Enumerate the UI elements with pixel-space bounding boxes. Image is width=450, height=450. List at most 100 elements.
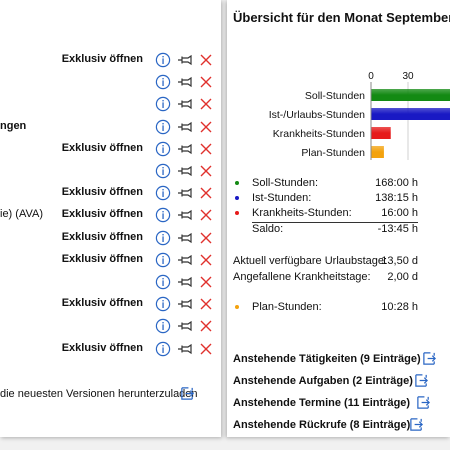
open-exclusive-link[interactable]: Exklusiv öffnen xyxy=(61,341,143,354)
pin-icon[interactable] xyxy=(177,119,193,135)
document-row: ngen xyxy=(0,116,221,138)
document-name: ngen xyxy=(0,119,27,132)
open-exclusive-link[interactable]: Exklusiv öffnen xyxy=(61,208,143,221)
soll-legend-dot xyxy=(235,181,239,185)
pin-icon[interactable] xyxy=(177,163,193,179)
category-label: Ist-/Urlaubs-Stunden xyxy=(269,109,365,121)
document-row xyxy=(0,271,221,293)
vacation-days-row: Aktuell verfügbare Urlaubstage: 13,50 d xyxy=(227,254,450,270)
pending-label[interactable]: Anstehende Tätigkeiten (9 Einträge) xyxy=(233,353,421,365)
document-row xyxy=(0,71,221,93)
document-row: Exklusiv öffnen xyxy=(0,49,221,71)
info-icon[interactable] xyxy=(155,163,171,179)
pin-icon[interactable] xyxy=(177,341,193,357)
document-row: Exklusiv öffnen xyxy=(0,249,221,271)
pin-icon[interactable] xyxy=(177,185,193,201)
stat-value: 16:00 h xyxy=(381,207,418,219)
pending-label[interactable]: Anstehende Aufgaben (2 Einträge) xyxy=(233,375,413,387)
pin-icon[interactable] xyxy=(177,141,193,157)
document-row: Exklusiv öffnen xyxy=(0,293,221,315)
info-icon[interactable] xyxy=(155,341,171,357)
delete-icon[interactable] xyxy=(198,52,214,68)
ist-legend-dot xyxy=(235,196,239,200)
bar-plan-stunden xyxy=(371,146,384,158)
info-icon[interactable] xyxy=(155,185,171,201)
document-row: ie) (AVA) Exklusiv öffnen xyxy=(0,204,221,226)
open-external-icon[interactable] xyxy=(409,417,424,432)
sick-days-row: Angefallene Krankheitstage: 2,00 d xyxy=(227,270,450,286)
pending-label[interactable]: Anstehende Rückrufe (8 Einträge) xyxy=(233,419,411,431)
open-external-icon[interactable] xyxy=(414,373,429,388)
pin-icon[interactable] xyxy=(177,96,193,112)
pending-label[interactable]: Anstehende Termine (11 Einträge) xyxy=(233,397,411,409)
plan-hours-row: Plan-Stunden: 10:28 h xyxy=(227,300,450,316)
stat-row-krank: Krankheits-Stunden: 16:00 h xyxy=(227,206,450,222)
x-tick-label: 0 xyxy=(368,71,374,82)
info-icon[interactable] xyxy=(155,96,171,112)
info-icon[interactable] xyxy=(155,274,171,290)
hours-bar-chart: 0 30 Soll-Stunden Ist-/Urlaubs-Stunden Krank… xyxy=(269,71,450,160)
open-external-icon[interactable] xyxy=(180,386,195,401)
info-icon[interactable] xyxy=(155,207,171,223)
bar-soll-stunden xyxy=(371,89,450,101)
pin-icon[interactable] xyxy=(177,274,193,290)
open-exclusive-link[interactable]: Exklusiv öffnen xyxy=(61,53,143,65)
stat-label: Ist-Stunden: xyxy=(252,192,312,204)
category-label: Plan-Stunden xyxy=(301,147,365,159)
info-icon[interactable] xyxy=(155,141,171,157)
plan-legend-dot xyxy=(235,305,239,309)
pin-icon[interactable] xyxy=(177,230,193,246)
stat-label: Plan-Stunden: xyxy=(252,301,322,313)
stat-label: Aktuell verfügbare Urlaubstage: xyxy=(233,255,388,267)
delete-icon[interactable] xyxy=(198,207,214,223)
pin-icon[interactable] xyxy=(177,252,193,268)
document-row xyxy=(0,93,221,115)
open-exclusive-link[interactable]: Exklusiv öffnen xyxy=(61,230,143,243)
stat-row-saldo: Saldo: -13:45 h xyxy=(227,222,450,238)
info-icon[interactable] xyxy=(155,318,171,334)
pending-item: Anstehende Rückrufe (8 Einträge) xyxy=(233,417,448,435)
stat-value: 13,50 d xyxy=(381,255,418,267)
open-exclusive-link[interactable]: Exklusiv öffnen xyxy=(61,141,143,154)
document-row: Exklusiv öffnen xyxy=(0,182,221,204)
delete-icon[interactable] xyxy=(198,163,214,179)
open-external-icon[interactable] xyxy=(422,351,437,366)
stat-value: 2,00 d xyxy=(387,271,418,283)
pin-icon[interactable] xyxy=(177,52,193,68)
info-icon[interactable] xyxy=(155,252,171,268)
pin-icon[interactable] xyxy=(177,296,193,312)
pin-icon[interactable] xyxy=(177,74,193,90)
stat-value: 10:28 h xyxy=(381,301,418,313)
pin-icon[interactable] xyxy=(177,318,193,334)
info-icon[interactable] xyxy=(155,52,171,68)
monthly-overview-panel: Übersicht für den Monat September 2 0 30 S… xyxy=(227,0,450,437)
pin-icon[interactable] xyxy=(177,207,193,223)
delete-icon[interactable] xyxy=(198,296,214,312)
pending-item: Anstehende Aufgaben (2 Einträge) xyxy=(233,373,448,391)
delete-icon[interactable] xyxy=(198,274,214,290)
info-icon[interactable] xyxy=(155,74,171,90)
document-row: Exklusiv öffnen xyxy=(0,227,221,249)
info-icon[interactable] xyxy=(155,296,171,312)
delete-icon[interactable] xyxy=(198,318,214,334)
info-icon[interactable] xyxy=(155,119,171,135)
delete-icon[interactable] xyxy=(198,185,214,201)
sum-divider xyxy=(252,222,418,223)
delete-icon[interactable] xyxy=(198,341,214,357)
delete-icon[interactable] xyxy=(198,230,214,246)
delete-icon[interactable] xyxy=(198,119,214,135)
delete-icon[interactable] xyxy=(198,74,214,90)
delete-icon[interactable] xyxy=(198,252,214,268)
open-exclusive-link[interactable]: Exklusiv öffnen xyxy=(61,186,143,199)
stat-label: Krankheits-Stunden: xyxy=(252,207,352,219)
stat-label: Saldo: xyxy=(252,223,284,235)
open-exclusive-link[interactable]: Exklusiv öffnen xyxy=(61,297,143,310)
pending-item: Anstehende Termine (11 Einträge) xyxy=(233,395,448,413)
pending-item: Anstehende Tätigkeiten (9 Einträge) xyxy=(233,351,448,369)
delete-icon[interactable] xyxy=(198,141,214,157)
delete-icon[interactable] xyxy=(198,96,214,112)
download-latest-link[interactable]: die neuesten Versionen herunterzuladen xyxy=(0,388,198,400)
open-external-icon[interactable] xyxy=(416,395,431,410)
open-exclusive-link[interactable]: Exklusiv öffnen xyxy=(61,252,143,265)
info-icon[interactable] xyxy=(155,230,171,246)
